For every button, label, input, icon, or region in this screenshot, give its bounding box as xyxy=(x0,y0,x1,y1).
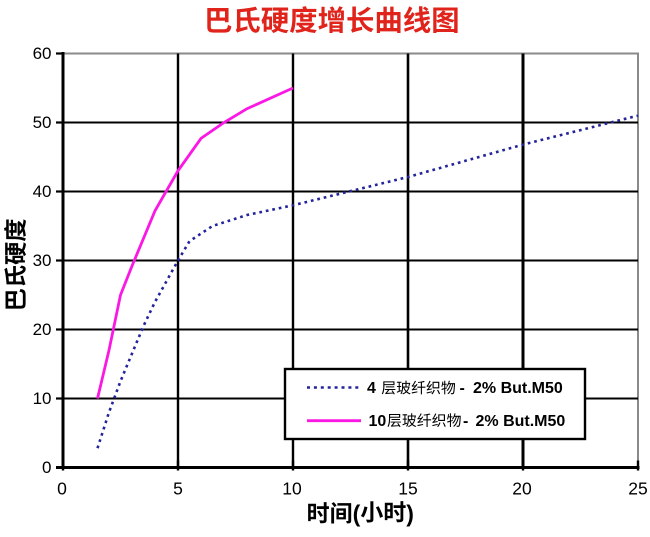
svg-text:60: 60 xyxy=(33,44,52,63)
svg-text:25: 25 xyxy=(628,479,647,499)
svg-text:20: 20 xyxy=(33,320,52,339)
svg-text:10: 10 xyxy=(369,413,387,430)
svg-text:-: - xyxy=(460,380,465,397)
svg-text:10: 10 xyxy=(33,389,52,408)
svg-text:5: 5 xyxy=(173,479,183,499)
svg-text:15: 15 xyxy=(398,479,417,499)
svg-text:(: ( xyxy=(353,501,361,527)
svg-text:4: 4 xyxy=(367,380,376,397)
svg-text:30: 30 xyxy=(33,251,52,270)
svg-text:50: 50 xyxy=(33,113,52,132)
svg-text:2% But.M50: 2% But.M50 xyxy=(476,413,566,430)
svg-text:): ) xyxy=(406,501,414,527)
svg-text:10: 10 xyxy=(282,479,302,499)
svg-text:-: - xyxy=(463,413,468,430)
svg-text:0: 0 xyxy=(42,458,51,477)
svg-text:40: 40 xyxy=(33,182,52,201)
svg-text:0: 0 xyxy=(57,479,67,499)
svg-text:20: 20 xyxy=(512,479,532,499)
svg-text:2% But.M50: 2% But.M50 xyxy=(473,380,563,397)
